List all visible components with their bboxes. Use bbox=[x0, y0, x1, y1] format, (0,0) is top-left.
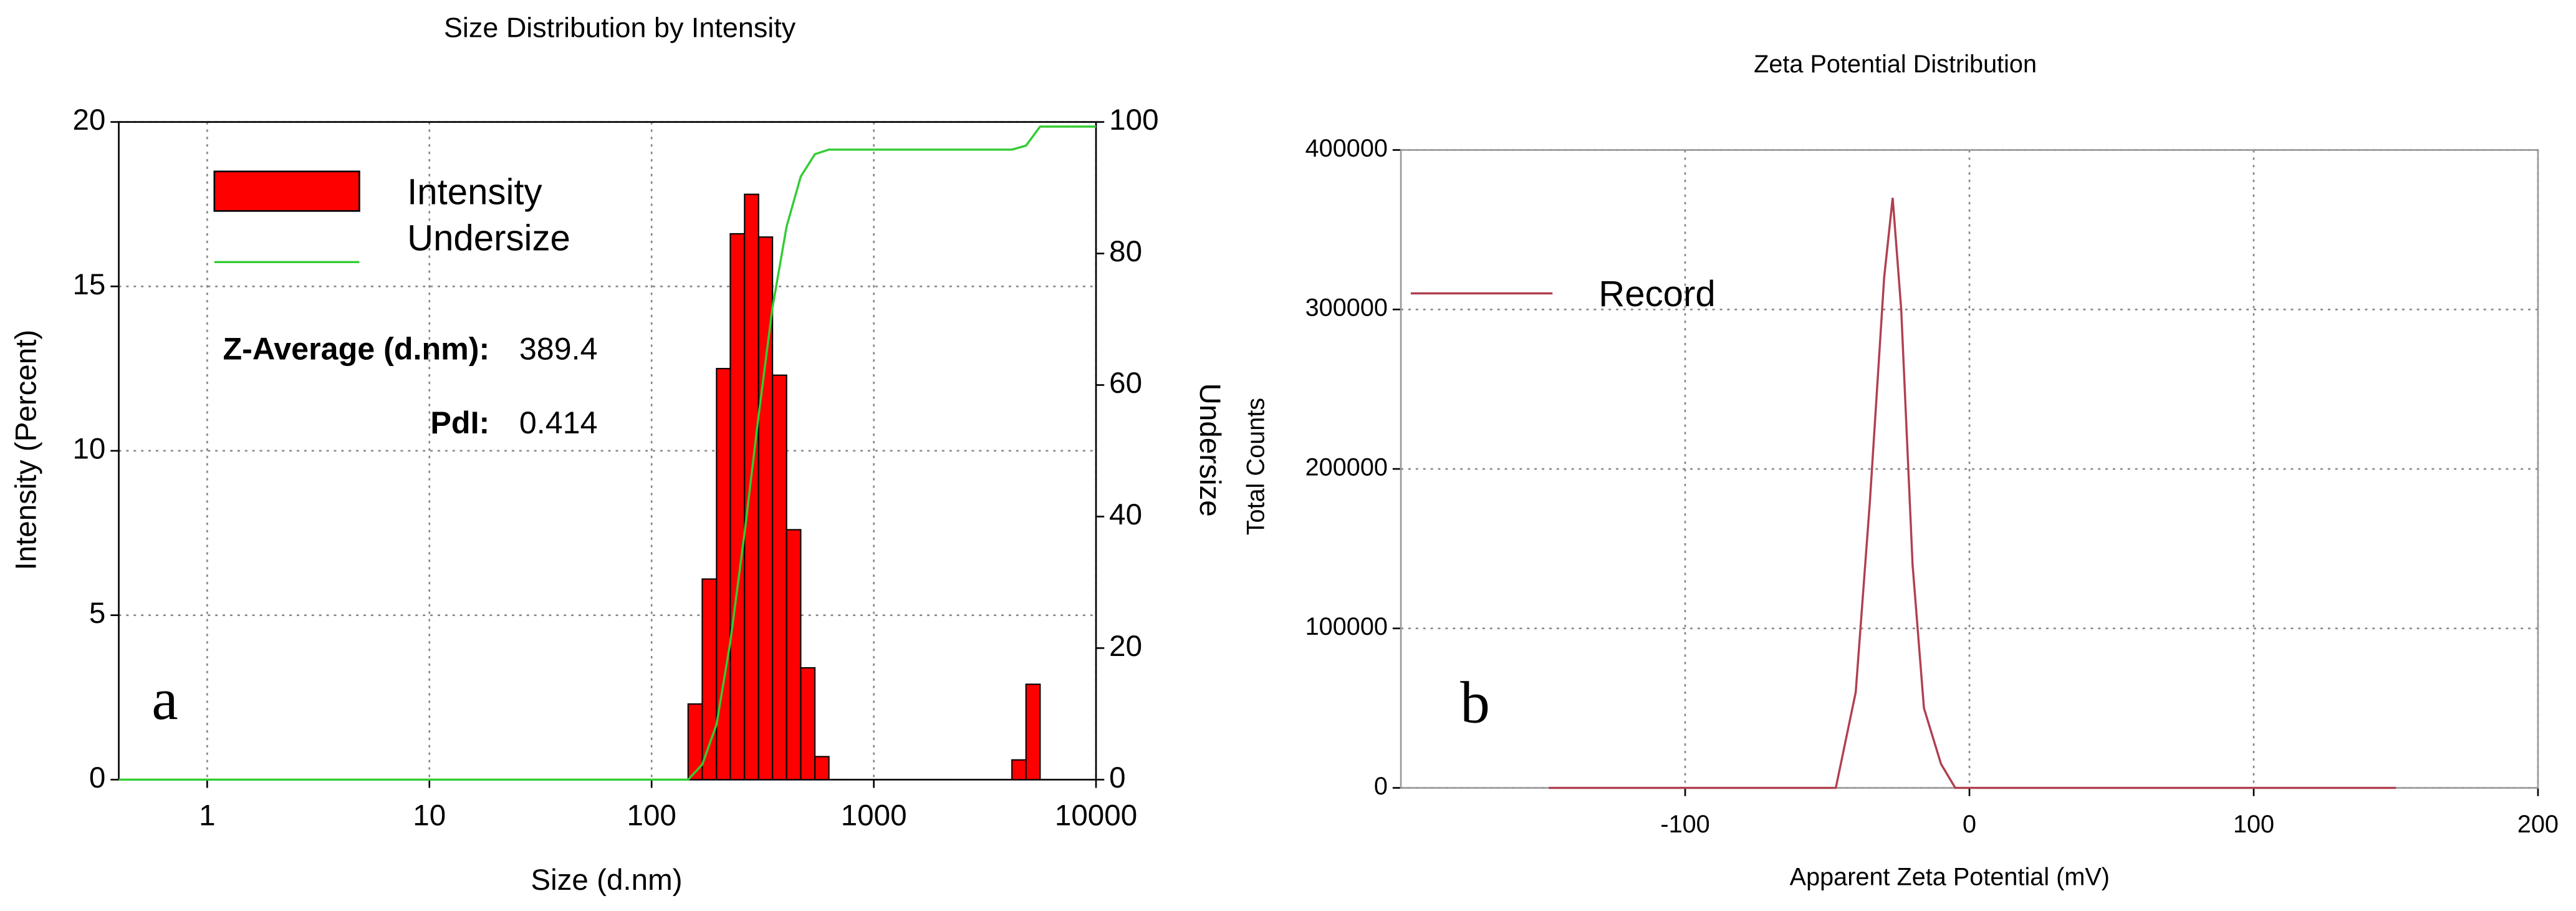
y2-tick-label: 80 bbox=[1109, 235, 1142, 268]
histogram-bar bbox=[1011, 759, 1027, 781]
x-tick-label: 10000 bbox=[1055, 799, 1137, 832]
x-tick-label: 200 bbox=[2517, 811, 2559, 838]
y2-tick-label: 0 bbox=[1109, 761, 1125, 794]
x-tick-label: 0 bbox=[1963, 811, 1976, 838]
z-average-label: Z-Average (d.nm): bbox=[223, 331, 489, 366]
x-tick-label: 100 bbox=[2233, 811, 2274, 838]
y-tick-label: 10 bbox=[72, 433, 105, 466]
y-tick-label: 100000 bbox=[1305, 613, 1388, 640]
y2-tick-label: 40 bbox=[1109, 498, 1142, 531]
x-axis-label: Apparent Zeta Potential (mV) bbox=[1790, 863, 2110, 890]
y-tick-label: 0 bbox=[1374, 773, 1388, 800]
x-axis-label: Size (d.nm) bbox=[531, 864, 682, 897]
histogram-bar bbox=[701, 578, 718, 781]
x-tick-label: -100 bbox=[1660, 811, 1709, 838]
y2-tick-label: 60 bbox=[1109, 367, 1142, 400]
histogram-bar bbox=[772, 374, 787, 781]
pdi-value: 0.414 bbox=[519, 405, 598, 440]
legend-label: Record bbox=[1598, 274, 1715, 314]
y-axis-label: Intensity (Percent) bbox=[10, 330, 43, 571]
y-tick-label: 5 bbox=[89, 597, 105, 630]
y-tick-label: 0 bbox=[89, 761, 105, 794]
histogram-bar bbox=[786, 529, 802, 781]
x-tick-label: 100 bbox=[627, 799, 676, 832]
chart-title: Size Distribution by Intensity bbox=[444, 11, 796, 43]
series-line bbox=[1549, 198, 2396, 789]
y-tick-label: 20 bbox=[72, 104, 105, 137]
histogram-bar bbox=[744, 193, 759, 781]
y-tick-label: 400000 bbox=[1305, 135, 1388, 162]
y2-tick-label: 100 bbox=[1109, 104, 1158, 137]
x-tick-label: 10 bbox=[413, 799, 446, 832]
legend-label: Undersize bbox=[407, 218, 570, 258]
y2-axis-label: Undersize bbox=[1193, 383, 1226, 517]
y-tick-label: 300000 bbox=[1305, 294, 1388, 322]
x-tick-label: 1000 bbox=[841, 799, 907, 832]
histogram-bar bbox=[800, 667, 816, 781]
series-line bbox=[118, 125, 1097, 781]
panel-label: b bbox=[1460, 670, 1490, 736]
x-tick-label: 1 bbox=[199, 799, 215, 832]
y-tick-label: 200000 bbox=[1305, 454, 1388, 481]
legend-swatch bbox=[213, 170, 360, 212]
histogram-bar bbox=[814, 756, 830, 781]
y2-tick-label: 20 bbox=[1109, 630, 1142, 663]
histogram-bar bbox=[1025, 683, 1041, 781]
panel-label: a bbox=[151, 666, 178, 732]
pdi-label: PdI: bbox=[430, 405, 489, 440]
histogram-bar bbox=[729, 233, 746, 781]
chart-title: Zeta Potential Distribution bbox=[1754, 51, 2037, 78]
legend-label: Intensity bbox=[407, 171, 542, 212]
y-tick-label: 15 bbox=[72, 268, 105, 301]
y-axis-label: Total Counts bbox=[1242, 398, 1270, 535]
z-average-value: 389.4 bbox=[519, 331, 598, 366]
